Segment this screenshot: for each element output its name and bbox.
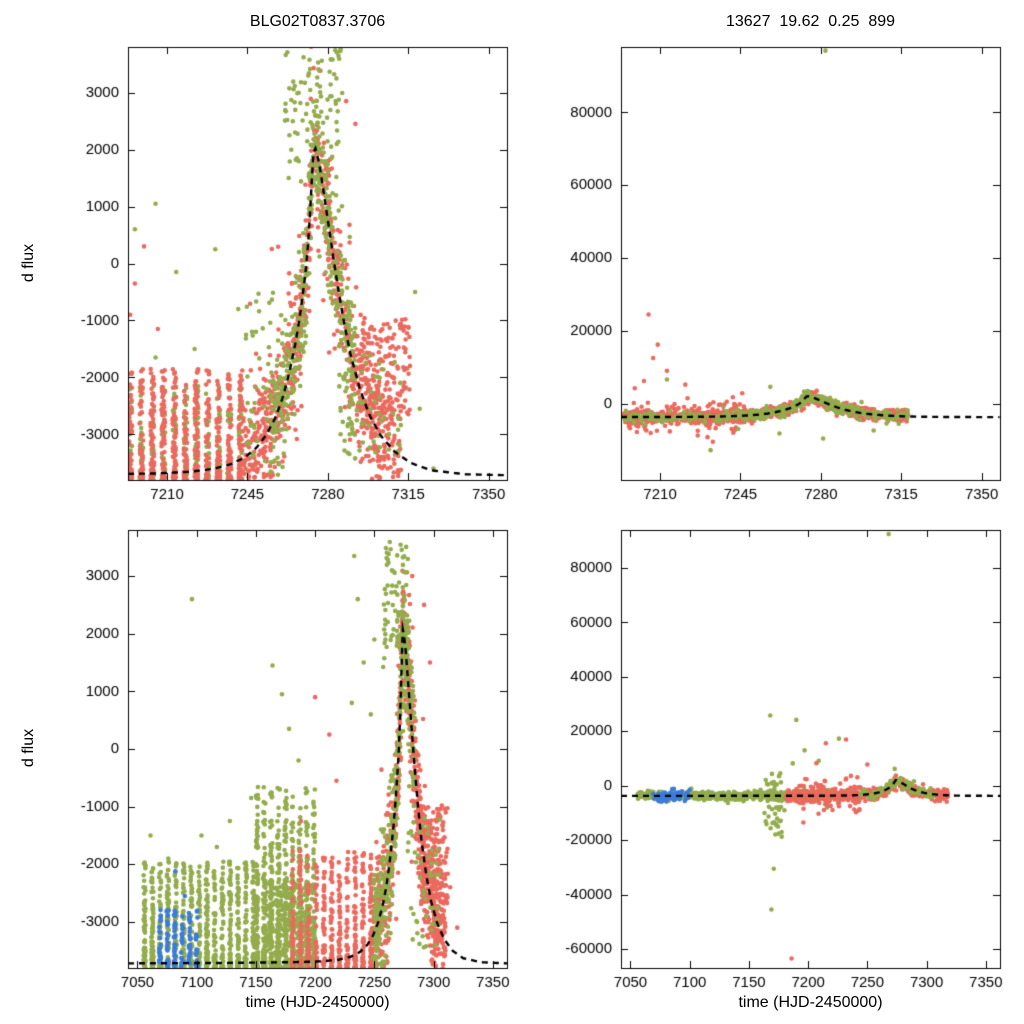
plot-title-fit-params: 13627 19.62 0.25 899 (725, 13, 896, 30)
x-axis-label-bottom-right: time (HJD-2450000) (738, 994, 883, 1011)
plot-title-event-id: BLG02T0837.3706 (249, 13, 386, 30)
y-axis-label-bottom: d flux (20, 728, 37, 768)
x-axis-label-bottom-left: time (HJD-2450000) (245, 994, 390, 1011)
y-axis-label-top: d flux (20, 243, 37, 283)
